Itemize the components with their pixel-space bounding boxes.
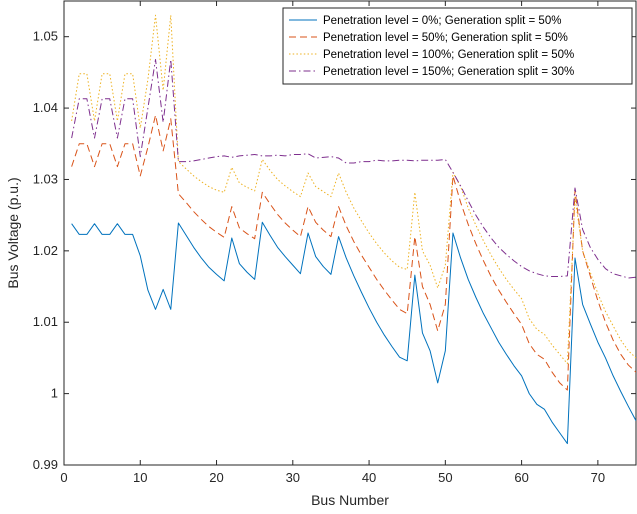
series-line-1 bbox=[71, 221, 636, 445]
x-tick-label: 40 bbox=[362, 470, 376, 485]
x-tick-label: 30 bbox=[286, 470, 300, 485]
x-tick-label: 50 bbox=[438, 470, 452, 485]
legend-entry-1: Penetration level = 0%; Generation split… bbox=[323, 15, 561, 27]
series-line-2 bbox=[71, 114, 636, 391]
x-axis: 0 10 20 30 40 50 60 70 bbox=[60, 1, 605, 485]
y-tick-label: 1.02 bbox=[33, 243, 58, 258]
series-line-4 bbox=[71, 59, 636, 279]
x-tick-label: 70 bbox=[591, 470, 605, 485]
y-tick-label: 1.03 bbox=[33, 171, 58, 186]
x-tick-label: 20 bbox=[209, 470, 223, 485]
x-axis-label: Bus Number bbox=[311, 492, 389, 508]
y-tick-label: 1 bbox=[51, 386, 58, 401]
y-tick-label: 1.01 bbox=[33, 314, 58, 329]
series-line-3 bbox=[71, 14, 636, 365]
x-tick-label: 0 bbox=[60, 470, 67, 485]
x-tick-label: 60 bbox=[514, 470, 528, 485]
y-axis: 0.99 1 1.01 1.02 1.03 1.04 1.05 bbox=[33, 29, 636, 472]
series-layer bbox=[71, 14, 636, 445]
y-axis-label: Bus Voltage (p.u.) bbox=[5, 177, 21, 288]
legend-entry-3: Penetration level = 100%; Generation spl… bbox=[323, 49, 574, 61]
legend-entry-4: Penetration level = 150%; Generation spl… bbox=[323, 66, 574, 78]
y-tick-label: 1.04 bbox=[33, 100, 58, 115]
legend-entry-2: Penetration level = 50%; Generation spli… bbox=[323, 32, 568, 44]
legend-box bbox=[282, 7, 633, 85]
y-tick-label: 1.05 bbox=[33, 29, 58, 44]
y-tick-label: 0.99 bbox=[33, 457, 58, 472]
legend: Penetration level = 0%; Generation split… bbox=[282, 7, 633, 85]
x-tick-label: 10 bbox=[133, 470, 147, 485]
